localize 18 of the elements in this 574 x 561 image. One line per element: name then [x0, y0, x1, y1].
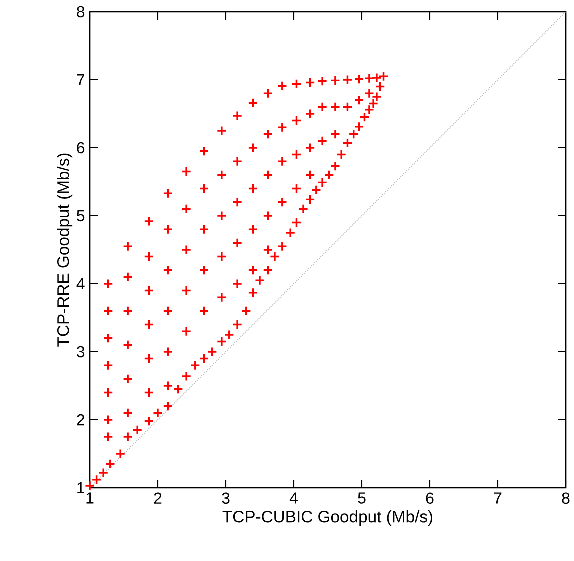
x-tick-label: 2 — [154, 492, 162, 504]
x-tick-label: 6 — [426, 492, 434, 504]
y-tick-label: 4 — [76, 278, 85, 290]
x-tick-label: 8 — [562, 492, 570, 504]
x-tick-label: 4 — [290, 492, 298, 504]
y-tick-label: 7 — [77, 74, 84, 86]
y-axis-title: TCP-RRE Goodput (Mb/s) — [57, 154, 73, 347]
y-tick-label: 3 — [77, 346, 85, 358]
y-tick-label: 2 — [77, 414, 84, 426]
x-tick-label: 7 — [494, 492, 502, 504]
y-tick-label: 8 — [77, 6, 85, 18]
y-tick-label: 1 — [78, 482, 85, 494]
x-axis-title: TCP-CUBIC Goodput (Mb/s) — [222, 510, 433, 526]
x-tick-label: 1 — [86, 492, 94, 504]
y-tick-label: 6 — [77, 142, 85, 154]
x-tick-label: 3 — [222, 492, 230, 504]
x-tick-label: 5 — [358, 492, 366, 504]
y-tick-label: 5 — [77, 210, 85, 222]
